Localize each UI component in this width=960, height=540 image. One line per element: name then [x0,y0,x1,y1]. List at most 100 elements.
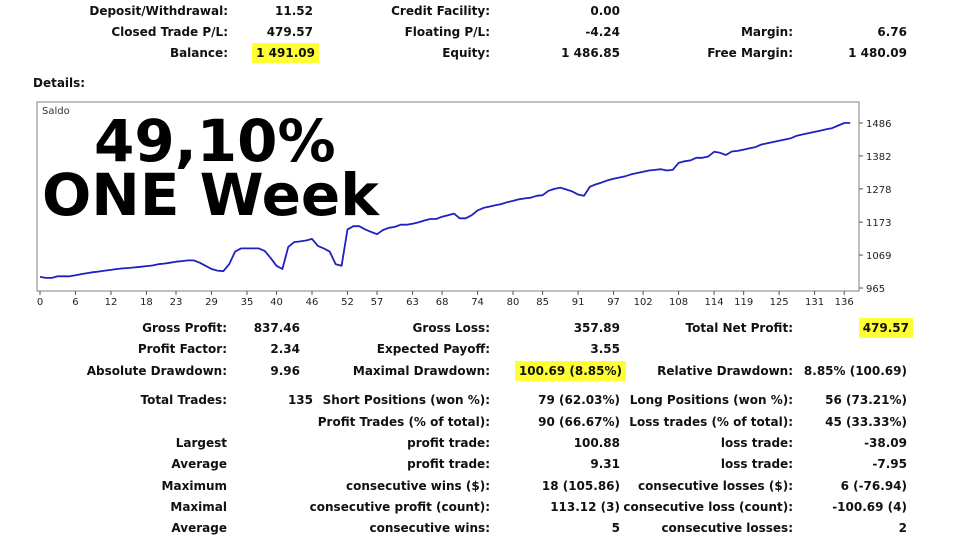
expected-payoff-value: 3.55 [590,342,620,356]
rel-drawdown-label: Relative Drawdown: [657,364,793,378]
x-tick-label: 18 [140,297,153,308]
chart-plot-area [36,101,860,292]
balance-label: Balance: [169,46,228,60]
x-tick-label: 108 [669,297,688,308]
x-tick-label: 131 [805,297,824,308]
x-tick-label: 102 [634,297,653,308]
deposit-value: 11.52 [275,4,313,18]
maximum-label: Maximum [161,479,227,493]
profit-trades-label: Profit Trades (% of total): [317,415,490,429]
avg-cons-losses-value: 2 [898,521,907,535]
margin-value: 6.76 [877,25,907,39]
x-tick-label: 91 [572,297,585,308]
x-tick-label: 136 [835,297,854,308]
headline-period: ONE Week [42,161,379,229]
average-profit-value: 9.31 [590,457,620,471]
maximal-cons-profit-value: 113.12 (3) [550,500,620,514]
margin-label: Margin: [740,25,793,39]
loss-trades-label: Loss trades (% of total): [629,415,793,429]
x-tick-label: 114 [705,297,724,308]
x-tick-label: 23 [170,297,183,308]
max-cons-wins-label: consecutive wins ($): [345,479,490,493]
largest-label: Largest [175,436,227,450]
profit-trades-value: 90 (66.67%) [538,415,620,429]
free-margin-value: 1 480.09 [848,46,907,60]
largest-profit-value: 100.88 [573,436,620,450]
average-loss-value: -7.95 [872,457,907,471]
net-profit-label: Total Net Profit: [685,321,793,335]
gross-loss-value: 357.89 [573,321,620,335]
x-tick-label: 52 [341,297,354,308]
credit-value: 0.00 [590,4,620,18]
profit-factor-value: 2.34 [270,342,300,356]
y-tick-label: 1486 [866,119,891,130]
average-label: Average [171,457,227,471]
loss-trades-value: 45 (33.33%) [825,415,907,429]
x-tick-label: 0 [37,297,43,308]
maximal-cons-profit-label: consecutive profit (count): [309,500,490,514]
x-tick-label: 68 [436,297,449,308]
x-tick-label: 6 [72,297,78,308]
x-tick-label: 119 [734,297,753,308]
x-tick-label: 125 [770,297,789,308]
gross-profit-value: 837.46 [253,321,300,335]
average2-label: Average [171,521,227,535]
x-tick-label: 40 [270,297,283,308]
net-profit-value: 479.57 [858,318,913,338]
long-positions-label: Long Positions (won %): [629,393,793,407]
closed-pl-value: 479.57 [266,25,313,39]
floating-label: Floating P/L: [404,25,490,39]
gross-profit-label: Gross Profit: [142,321,227,335]
saldo-chart: Saldo 0 6 12 18 23 29 35 40 46 52 57 63 68 74 80 85 91 97… [36,101,891,308]
long-positions-value: 56 (73.21%) [825,393,907,407]
x-tick-label: 12 [105,297,118,308]
average-loss-label: loss trade: [720,457,793,471]
saldo-series-line [39,122,851,279]
y-tick-label: 965 [866,284,885,295]
details-label: Details: [33,76,86,90]
x-tick-label: 35 [241,297,254,308]
balance-value: 1 491.09 [252,43,319,63]
chart-title: Saldo [42,106,70,117]
deposit-label: Deposit/Withdrawal: [89,4,228,18]
x-tick-label: 80 [507,297,520,308]
largest-profit-label: profit trade: [407,436,490,450]
avg-cons-losses-label: consecutive losses: [661,521,793,535]
equity-value: 1 486.85 [561,46,620,60]
x-tick-label: 85 [536,297,549,308]
y-tick-label: 1069 [866,251,891,262]
y-tick-label: 1382 [866,152,891,163]
x-tick-label: 57 [371,297,384,308]
abs-drawdown-label: Absolute Drawdown: [86,364,227,378]
credit-label: Credit Facility: [391,4,490,18]
expected-payoff-label: Expected Payoff: [376,342,490,356]
maximal-cons-loss-label: consecutive loss (count): [623,500,793,514]
abs-drawdown-value: 9.96 [270,364,300,378]
y-tick-label: 1173 [866,218,891,229]
short-positions-label: Short Positions (won %): [322,393,490,407]
x-tick-label: 46 [306,297,319,308]
max-cons-losses-label: consecutive losses ($): [637,479,793,493]
maximal-label: Maximal [170,500,227,514]
total-trades-value: 135 [287,393,313,407]
short-positions-value: 79 (62.03%) [538,393,620,407]
x-tick-label: 74 [471,297,484,308]
gross-loss-label: Gross Loss: [412,321,490,335]
max-drawdown-label: Maximal Drawdown: [352,364,490,378]
maximal-cons-loss-value: -100.69 (4) [832,500,907,514]
average-profit-label: profit trade: [407,457,490,471]
x-tick-label: 97 [607,297,620,308]
headline-percent: 49,10% [94,107,336,175]
avg-cons-wins-label: consecutive wins: [369,521,490,535]
rel-drawdown-value: 8.85% (100.69) [803,364,907,378]
x-tick-label: 63 [406,297,419,308]
floating-value: -4.24 [585,25,620,39]
largest-loss-label: loss trade: [720,436,793,450]
free-margin-label: Free Margin: [707,46,793,60]
avg-cons-wins-value: 5 [611,521,620,535]
equity-label: Equity: [442,46,490,60]
max-drawdown-value: 100.69 (8.85%) [514,361,626,381]
x-tick-label: 29 [205,297,218,308]
total-trades-label: Total Trades: [140,393,227,407]
y-tick-label: 1278 [866,185,891,196]
